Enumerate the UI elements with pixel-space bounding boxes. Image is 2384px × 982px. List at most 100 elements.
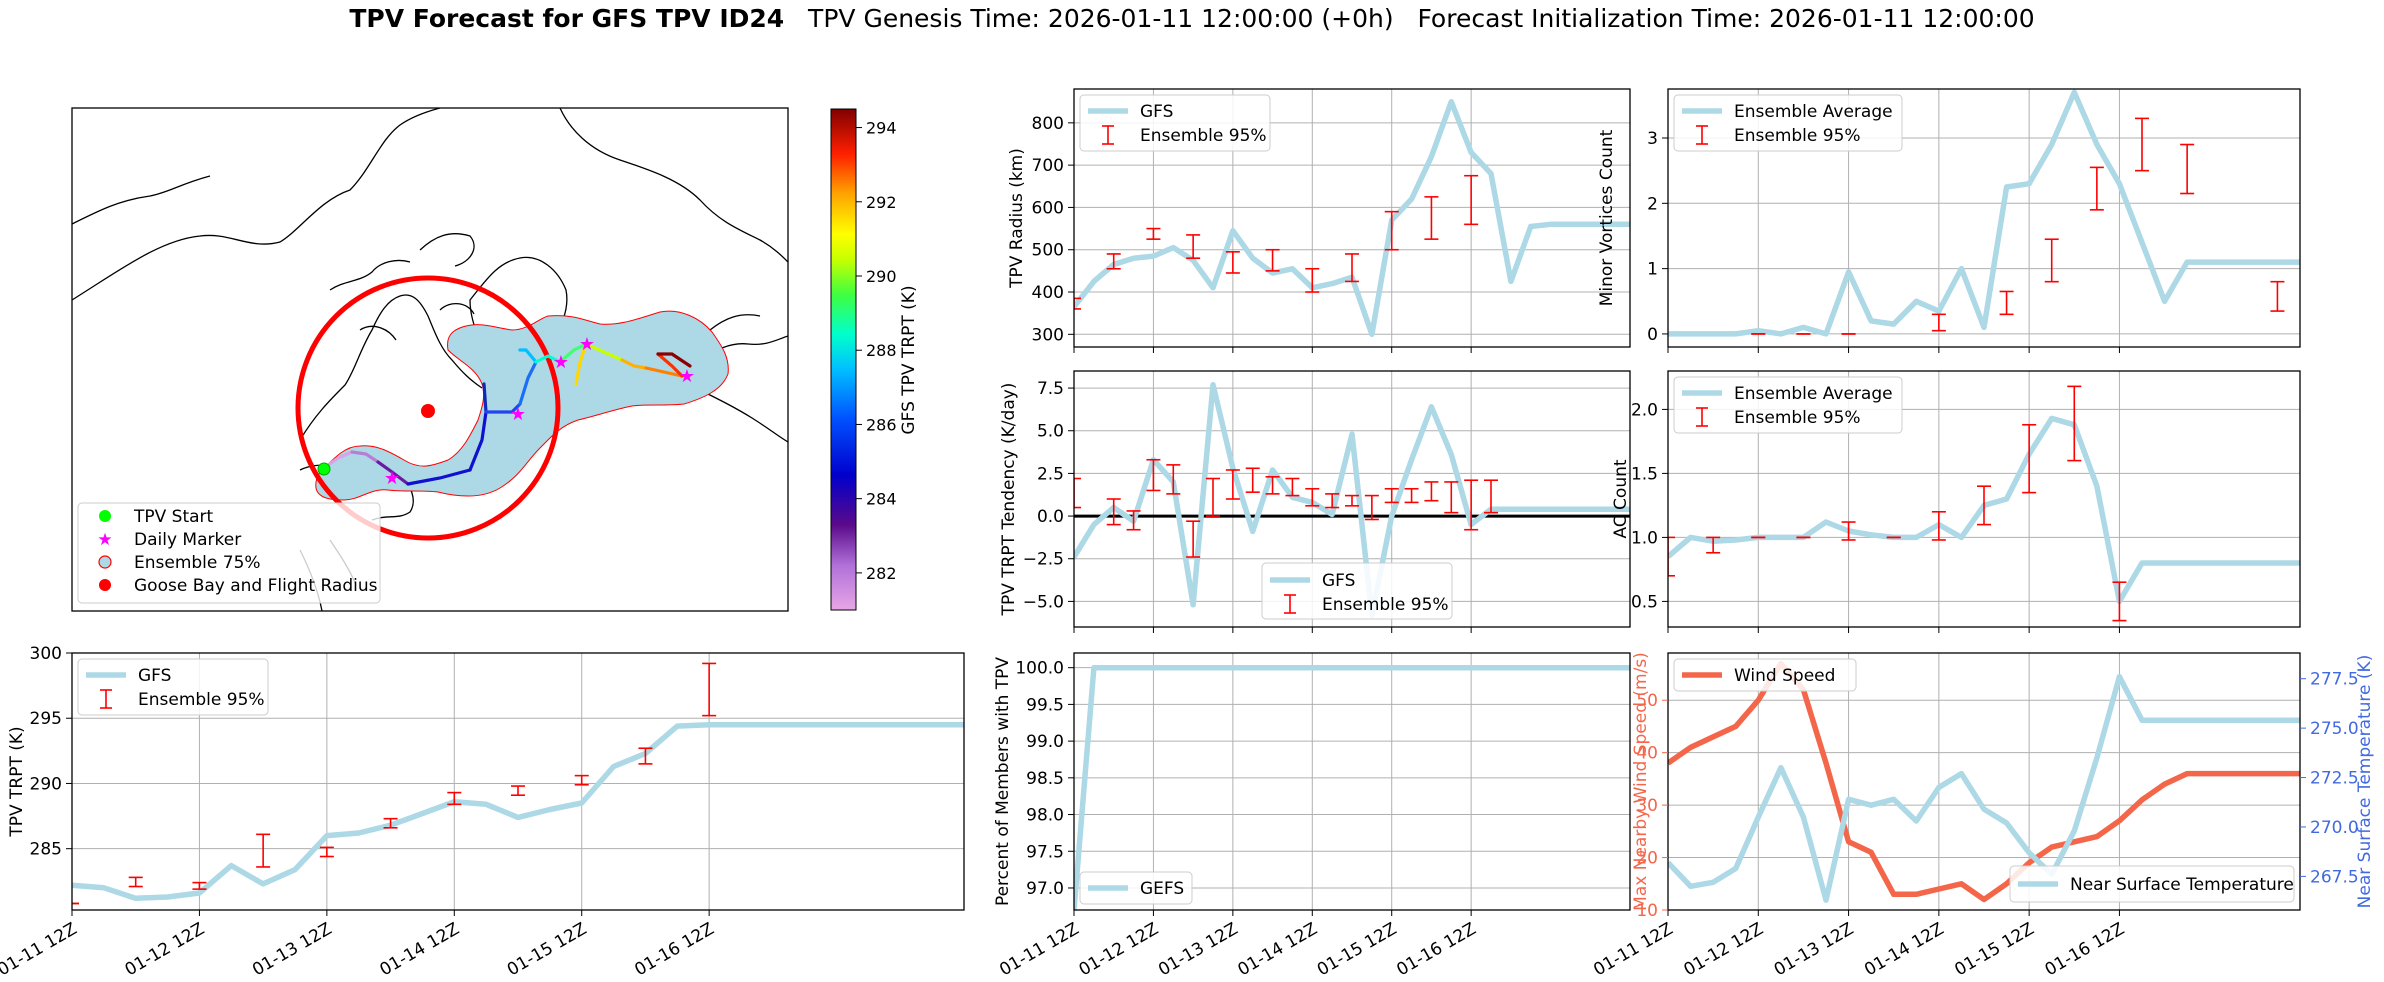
colorbar-tick-label: 284 [866,490,897,509]
y-tick-label: 1 [1647,260,1658,280]
legend-frame [1261,562,1453,620]
colorbar-tick-label: 292 [866,193,897,212]
legend-frame [1673,94,1903,152]
y-ticks: 285 290 295 300 [30,644,72,860]
y-tick-right-label: 275.0 [2310,719,2359,739]
figure-title: TPV Forecast for GFS TPV ID24 TPV Genesi… [0,4,2384,33]
errorbar [1464,479,1479,531]
plot-body [1074,664,1630,910]
ensemble-95-errorbars [72,662,717,905]
errorbar [1384,487,1399,504]
y-axis-label: TPV TRPT Tendency (K/day) [999,383,1019,617]
x-tick-label: 01-11 12Z [996,919,1082,980]
errorbar [1977,485,1991,526]
y-tick-label: 600 [1032,198,1064,218]
x-tick-label: 01-16 12Z [631,919,717,980]
errorbar [2270,280,2285,312]
y-tick-label: 500 [1032,241,1064,261]
ensemble-95-errorbars [1074,458,1498,558]
chart-tendency: −5.0 −2.5 0.0 2.5 5.0 7.5 TPV TRPT Tendency (K… [999,370,1631,633]
legend-label: Ensemble 95% [1322,595,1449,615]
y-ticks: 300 400 500 600 700 800 [1032,114,1074,345]
x-tick-label: 01-12 12Z [122,919,208,980]
axes-frame [1667,88,2301,348]
colorbar: 282 284 286 288 290 292 294 GFS TPV TRPT (K) [830,108,919,611]
y-axis-label: TPV TRPT (K) [7,726,27,837]
ensemble-95-errorbars [1074,174,1479,310]
x-tick-label: 01-12 12Z [1076,919,1162,980]
title-init: Forecast Initialization Time: 2026-01-11… [1417,4,2035,33]
colorbar-ticks: 282 284 286 288 290 292 294 [856,119,897,583]
legend-goose-bay-label: Goose Bay and Flight Radius [134,576,378,596]
errorbar [1424,481,1439,502]
legend-label: Near Surface Temperature [2070,875,2294,895]
y-tick-label: 300 [1032,325,1064,345]
y-tick-right-label: 277.5 [2310,670,2359,690]
legend-label: Wind Speed [1734,666,1835,686]
series-line-gfs [1074,381,1630,618]
x-tick-label: 01-14 12Z [376,919,462,980]
coastline-hudson [299,294,483,441]
series-line-wind-speed [1668,660,2300,903]
series-line-gfs [72,722,964,902]
errorbar [2022,423,2037,494]
x-ticks [1073,627,1472,633]
plot-body [1668,660,2300,903]
legend: Ensemble Average Ensemble 95% [1673,376,1903,434]
colorbar-tick-label: 288 [866,341,897,360]
errorbar [2044,238,2059,283]
series-line-ensemble-average [1668,89,2300,337]
errorbar [1444,481,1459,514]
errorbar [1305,267,1320,293]
y-tick-label: 0.0 [1037,507,1064,527]
x-ticks: 01-11 12Z 01-12 12Z 01-13 12Z 01-14 12Z 01-1… [0,910,718,980]
x-tick-label: 01-13 12Z [249,919,335,980]
y-tick-label: 3 [1647,129,1658,149]
legend-label: Ensemble 95% [138,690,265,710]
y-ticks: −5.0 −2.5 0.0 2.5 5.0 7.5 [1023,379,1074,612]
y-tick-label: 97.5 [1026,842,1064,862]
legend-ensemble-symbol [98,555,112,569]
axes-frame [1073,370,1631,628]
errorbar [1074,297,1081,310]
y-tick-label: 40 [1636,744,1658,764]
plot-body [72,662,964,905]
errorbar [1668,536,1675,577]
legend-goose-bay-symbol [99,579,111,591]
errorbar [1384,210,1399,251]
y-tick-label: −5.0 [1023,592,1064,612]
x-ticks [1667,627,2120,633]
plot-body [1074,98,1630,338]
y-tick-label: 100.0 [1015,659,1064,679]
coastline-alaska [72,175,211,225]
y-tick-label: 300 [30,644,62,664]
x-tick-label: 01-11 12Z [0,919,81,980]
daily-marker: ★ [384,468,400,489]
ensemble-95-errorbars [1668,385,2127,622]
plot-body [1668,385,2300,622]
legend-daily-symbol: ★ [97,530,112,550]
errorbar [1106,498,1121,526]
y-tick-label: 0 [1647,325,1658,345]
title-bold: TPV Forecast for GFS TPV ID24 [349,4,785,33]
errorbar [1345,253,1359,283]
x-tick-label: 01-15 12Z [1951,919,2037,980]
legend: Ensemble Average Ensemble 95% [1673,94,1903,152]
map-legend: TPV Start ★ Daily Marker Ensemble 75% Go… [77,502,381,604]
errorbar [1206,477,1220,517]
errorbar [1225,251,1240,274]
y-tick-right-label: 270.0 [2310,818,2359,838]
legend-label: Ensemble 95% [1140,126,1267,146]
coastline-north-america [72,108,441,301]
errorbar [1484,479,1498,514]
y-axis-label: Max Nearby Wind Speed (m/s) [1631,652,1651,911]
y-ticks: 0 1 2 3 [1647,129,1668,345]
legend: GFS Ensemble 95% [1079,94,1271,152]
y-tick-label: 98.0 [1026,806,1064,826]
legend: Wind Speed Near Surface Temperature [1673,658,2295,903]
y-tick-label: 290 [30,774,62,794]
